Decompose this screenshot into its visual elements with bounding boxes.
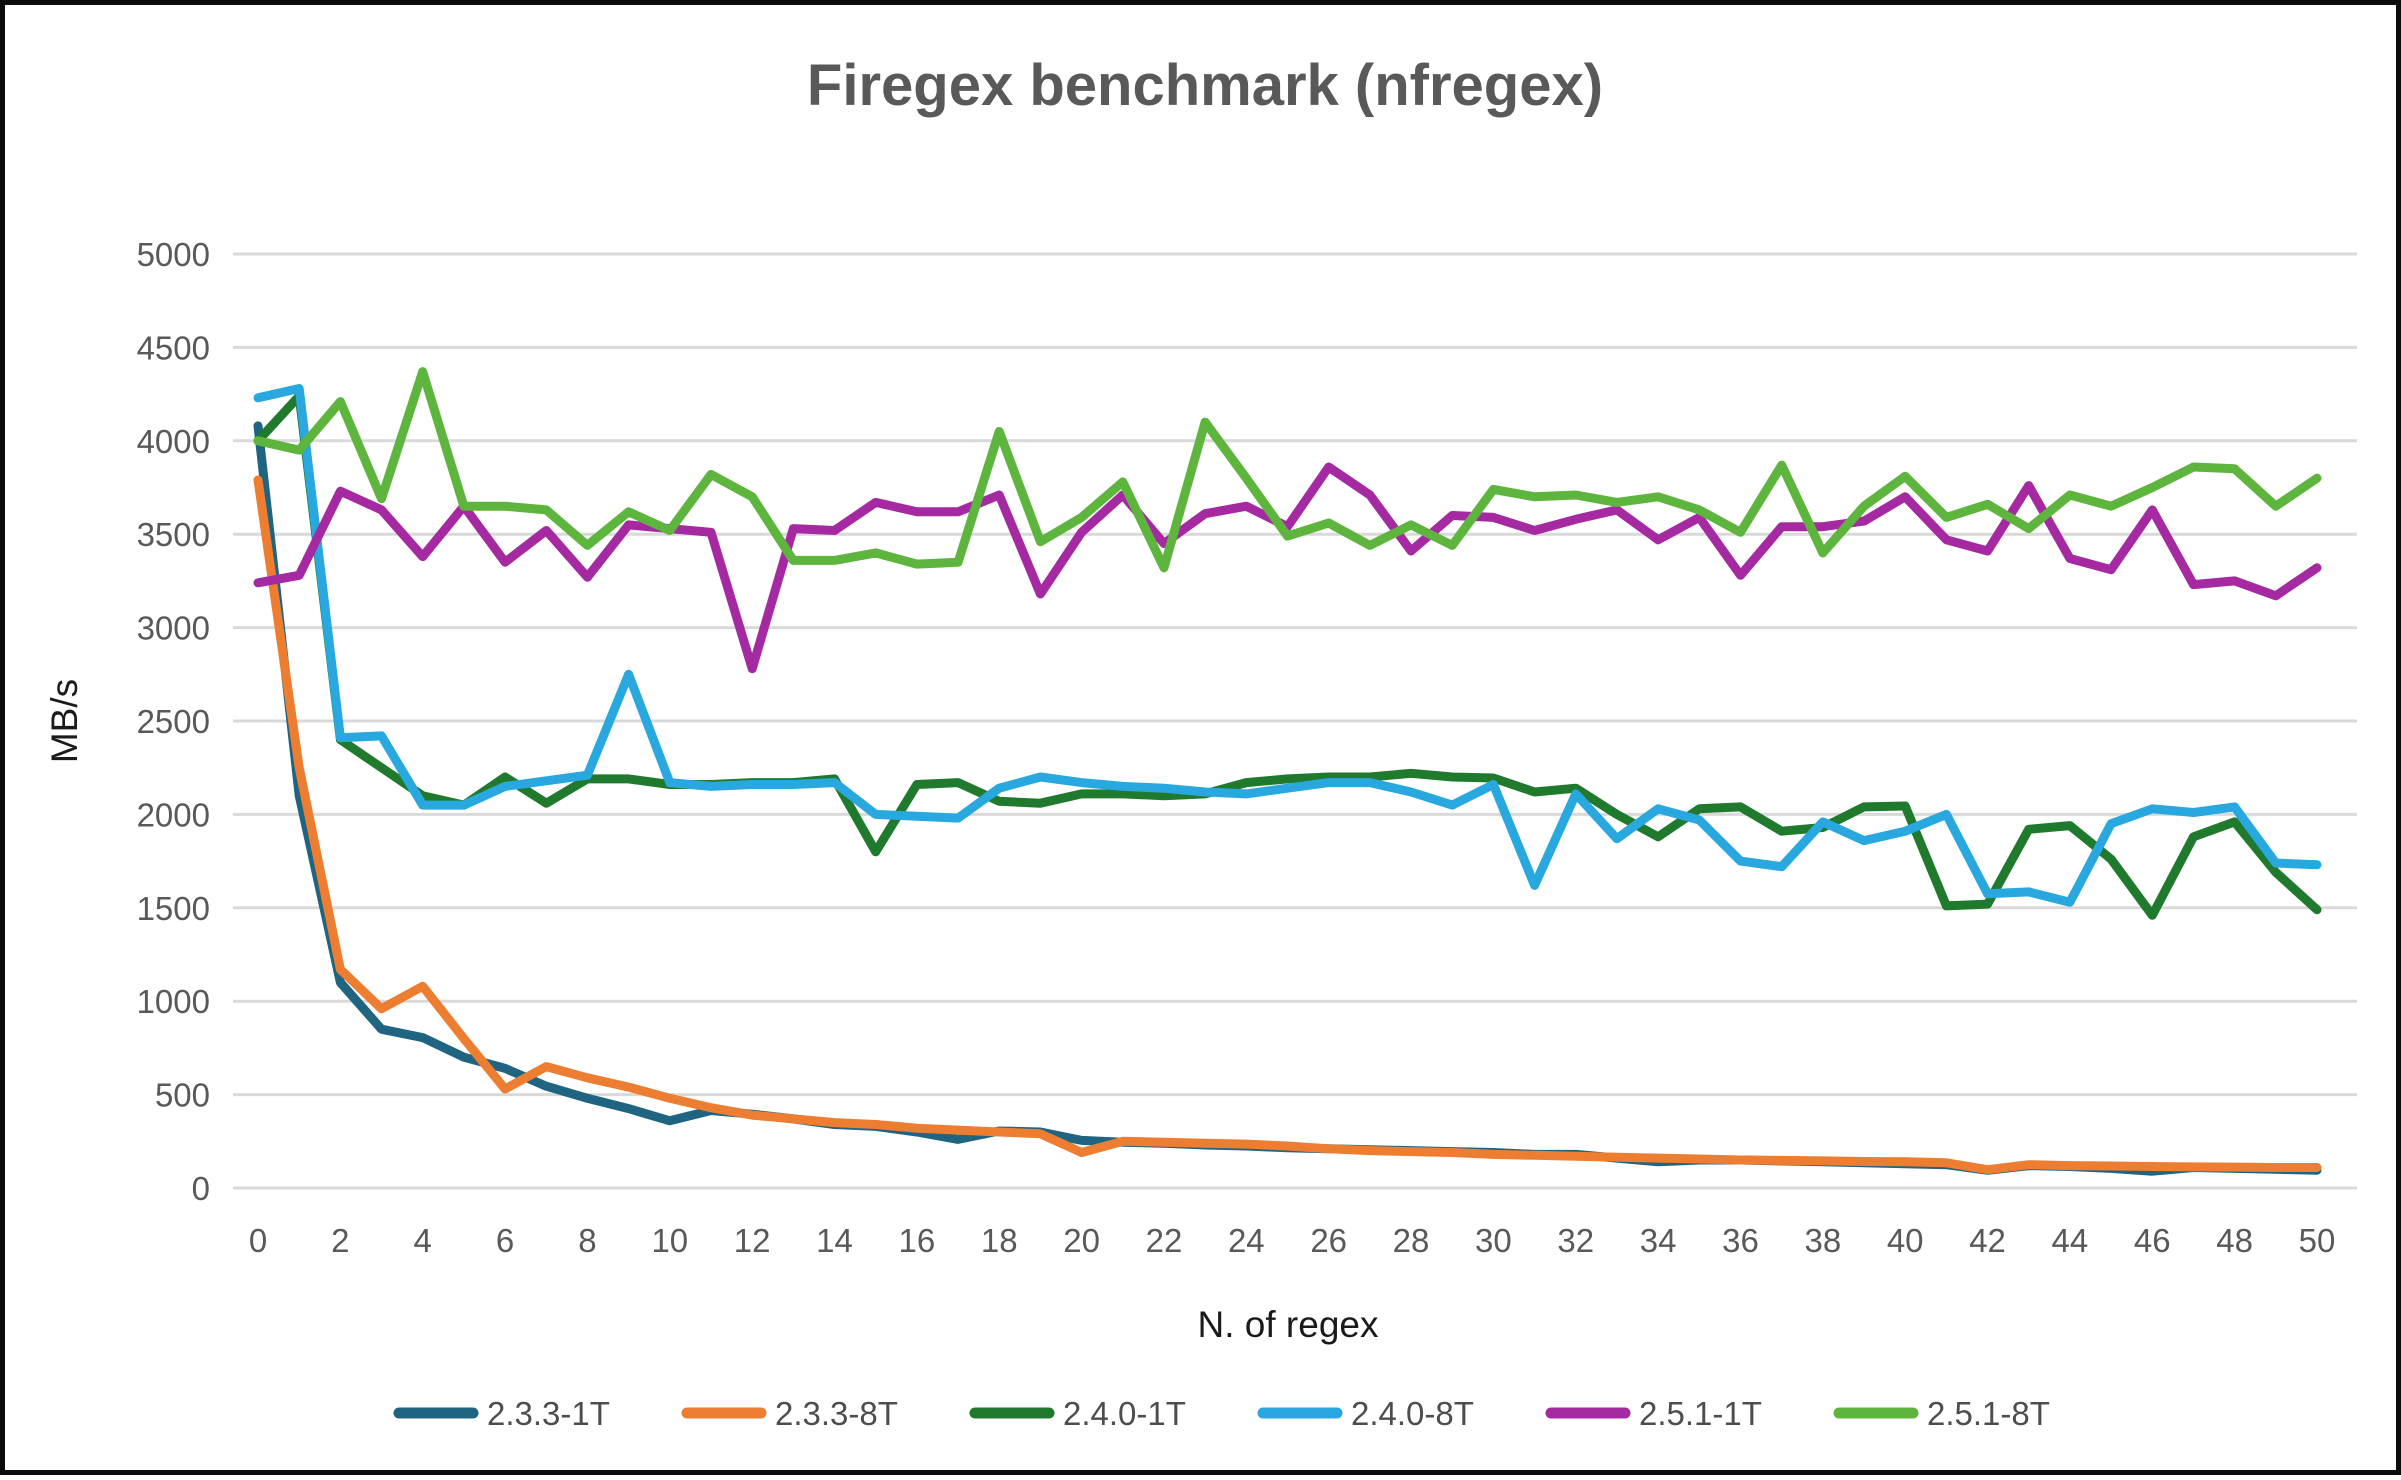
- series-line-2.5.1-8T: [253, 367, 2322, 573]
- series-line-2.3.3-8T: [253, 475, 2322, 1175]
- gridlines: [233, 252, 2357, 1190]
- x-tick-38: 38: [1804, 1222, 1841, 1259]
- x-tick-30: 30: [1475, 1222, 1512, 1259]
- legend: 2.3.3-1T 2.3.3-8T 2.4.0-1T 2.4.0-8T 2.5.1-1T…: [393, 1395, 2050, 1432]
- x-tick-42: 42: [1969, 1222, 2006, 1259]
- y-tick-500: 500: [155, 1077, 210, 1114]
- x-tick-14: 14: [816, 1222, 853, 1259]
- legend-label-2.3.3-1T: 2.3.3-1T: [487, 1395, 610, 1432]
- y-tick-2500: 2500: [137, 703, 210, 740]
- y-axis-tick-labels: 0 500 1000 1500 2000 2500 3000 3500 4000 4500 5000: [137, 236, 210, 1207]
- x-tick-28: 28: [1393, 1222, 1430, 1259]
- data-series-lines: [253, 367, 2322, 1176]
- x-tick-8: 8: [578, 1222, 596, 1259]
- series-line-2.5.1-1T: [253, 462, 2322, 674]
- x-tick-16: 16: [899, 1222, 936, 1259]
- legend-label-2.5.1-1T: 2.5.1-1T: [1639, 1395, 1762, 1432]
- y-tick-1500: 1500: [137, 890, 210, 927]
- line-chart: Firegex benchmark (nfregex) 050010001500…: [44, 53, 2357, 1432]
- series-line-2.4.0-8T: [253, 384, 2322, 907]
- x-tick-32: 32: [1557, 1222, 1594, 1259]
- y-tick-4000: 4000: [137, 423, 210, 460]
- x-axis-title: N. of regex: [1198, 1304, 1379, 1345]
- x-tick-4: 4: [414, 1222, 432, 1259]
- x-tick-12: 12: [734, 1222, 771, 1259]
- x-tick-44: 44: [2052, 1222, 2089, 1259]
- y-tick-2000: 2000: [137, 796, 210, 833]
- y-tick-3500: 3500: [137, 516, 210, 553]
- y-tick-3000: 3000: [137, 610, 210, 647]
- x-tick-10: 10: [651, 1222, 688, 1259]
- x-tick-26: 26: [1310, 1222, 1347, 1259]
- x-tick-50: 50: [2299, 1222, 2336, 1259]
- legend-label-2.3.3-8T: 2.3.3-8T: [775, 1395, 898, 1432]
- x-tick-0: 0: [249, 1222, 267, 1259]
- y-tick-0: 0: [192, 1170, 210, 1207]
- y-tick-5000: 5000: [137, 236, 210, 273]
- y-tick-4500: 4500: [137, 329, 210, 366]
- x-tick-2: 2: [331, 1222, 349, 1259]
- x-tick-34: 34: [1640, 1222, 1677, 1259]
- legend-label-2.4.0-1T: 2.4.0-1T: [1063, 1395, 1186, 1432]
- x-tick-6: 6: [496, 1222, 514, 1259]
- series-line-2.4.0-1T: [253, 391, 2322, 920]
- x-tick-20: 20: [1063, 1222, 1100, 1259]
- x-tick-18: 18: [981, 1222, 1018, 1259]
- legend-label-2.5.1-8T: 2.5.1-8T: [1927, 1395, 2050, 1432]
- x-tick-48: 48: [2216, 1222, 2253, 1259]
- y-axis-title: MB/s: [44, 679, 85, 763]
- y-tick-1000: 1000: [137, 983, 210, 1020]
- chart-title: Firegex benchmark (nfregex): [807, 53, 1603, 118]
- x-tick-46: 46: [2134, 1222, 2171, 1259]
- x-tick-24: 24: [1228, 1222, 1265, 1259]
- x-tick-40: 40: [1887, 1222, 1924, 1259]
- x-tick-22: 22: [1146, 1222, 1183, 1259]
- legend-label-2.4.0-8T: 2.4.0-8T: [1351, 1395, 1474, 1432]
- x-tick-36: 36: [1722, 1222, 1759, 1259]
- x-axis-tick-labels: 0 2 4 6 8 10 12 14 16 18 20 22 24 26 28 30 32 34 36 38 40 42 4…: [249, 1222, 2336, 1259]
